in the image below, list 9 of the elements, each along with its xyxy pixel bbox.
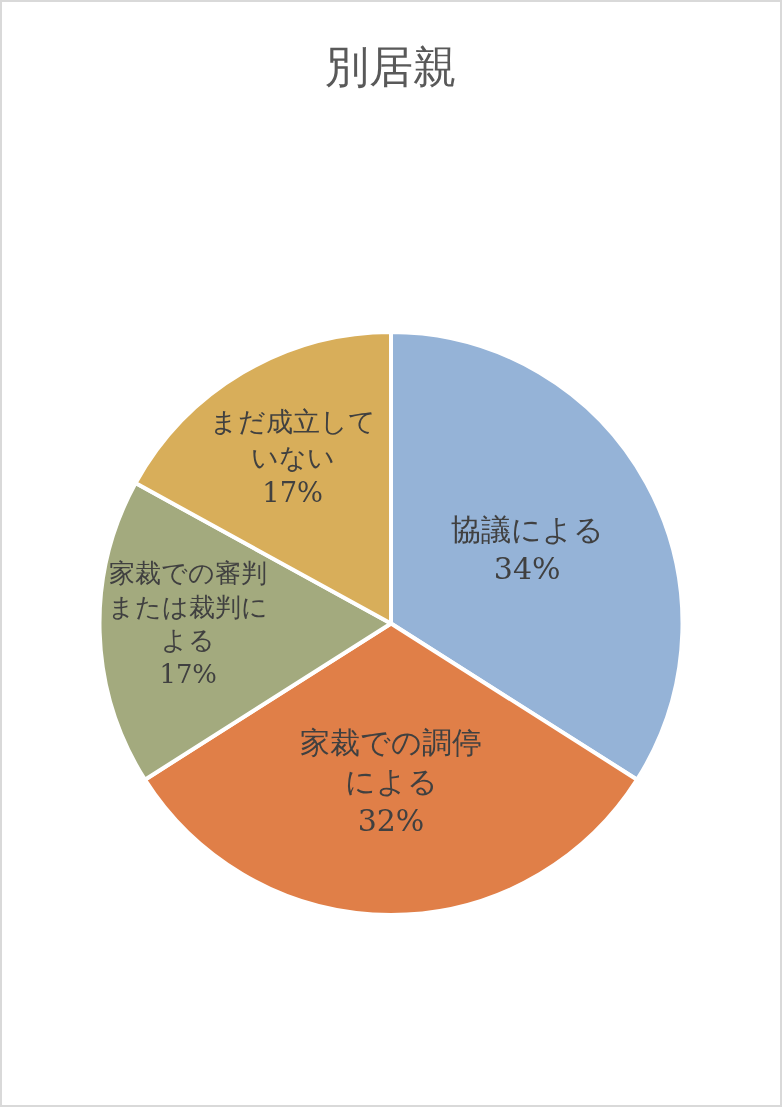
data-label: 17% <box>262 477 324 509</box>
data-label: 34% <box>493 550 561 586</box>
slice-label: 協議による <box>450 511 604 547</box>
slice-label: まだ成立していない <box>209 406 376 473</box>
slice-label: 家裁での調停による <box>300 725 482 800</box>
data-label: 32% <box>357 803 425 839</box>
data-label: 17% <box>159 659 217 690</box>
slice-label: 家裁での審判または裁判による <box>108 558 269 656</box>
chart-title: 別居親 <box>325 41 457 93</box>
